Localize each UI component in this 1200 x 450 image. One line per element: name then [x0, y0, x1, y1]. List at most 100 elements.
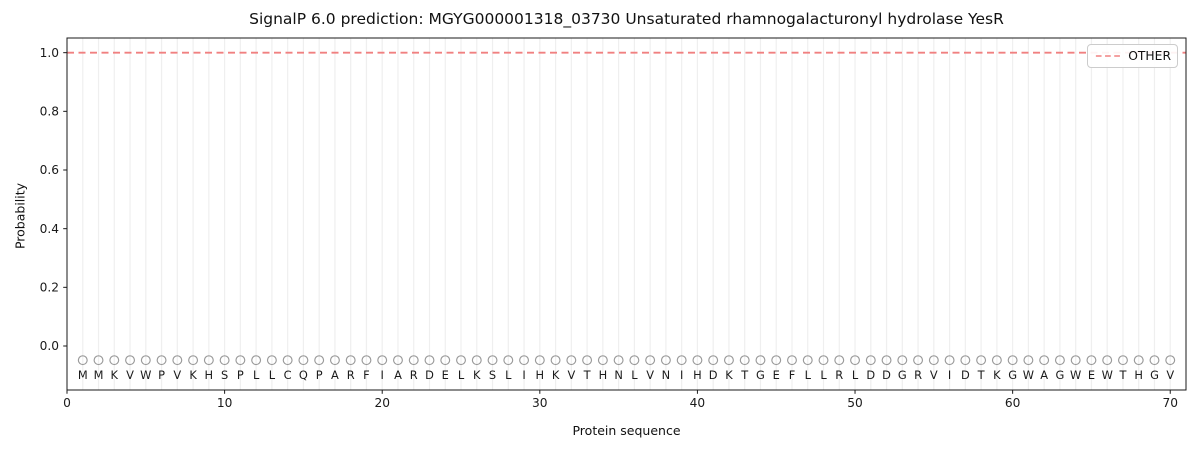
y-tick-label: 0.2: [40, 281, 59, 295]
plot-spines: [66, 37, 1187, 391]
residue-marker: [771, 355, 782, 366]
residue-marker: [613, 355, 624, 366]
residue-letter: L: [631, 368, 638, 382]
residue-letter: L: [820, 368, 827, 382]
residue-letter: G: [898, 368, 907, 382]
residue-letter: L: [458, 368, 465, 382]
residue-marker: [219, 355, 230, 366]
residue-letter: K: [552, 368, 560, 382]
residue-letter: K: [993, 368, 1001, 382]
residue-marker: [125, 355, 136, 366]
residue-letter: A: [1040, 368, 1048, 382]
residue-letter: H: [693, 368, 702, 382]
residue-letter: E: [773, 368, 780, 382]
residue-marker: [282, 355, 293, 366]
x-tick-label: 50: [847, 396, 863, 410]
residue-letter: K: [725, 368, 733, 382]
residue-marker: [534, 355, 545, 366]
residue-letter: R: [410, 368, 418, 382]
residue-marker: [77, 355, 88, 366]
residue-marker: [1117, 355, 1128, 366]
residue-marker: [960, 355, 971, 366]
residue-letter: I: [680, 368, 683, 382]
residue-letter: A: [394, 368, 402, 382]
residue-marker: [203, 355, 214, 366]
y-tick-label: 0.0: [40, 339, 59, 353]
residue-marker: [345, 355, 356, 366]
residue-marker: [408, 355, 419, 366]
residue-marker: [676, 355, 687, 366]
residue-marker: [251, 355, 262, 366]
residue-letter: K: [111, 368, 119, 382]
residue-marker: [314, 355, 325, 366]
residue-letter: N: [614, 368, 623, 382]
residue-marker: [361, 355, 372, 366]
residue-marker: [519, 355, 530, 366]
residue-letter: T: [740, 368, 748, 382]
residue-marker: [991, 355, 1002, 366]
residue-marker: [1149, 355, 1160, 366]
residue-letter: G: [1150, 368, 1159, 382]
residue-marker: [140, 355, 151, 366]
residue-marker: [660, 355, 671, 366]
residue-letter: V: [567, 368, 575, 382]
residue-letter: V: [1166, 368, 1174, 382]
residue-letter: C: [284, 368, 292, 382]
residue-marker: [487, 355, 498, 366]
residue-letter: L: [805, 368, 812, 382]
residue-letter: A: [331, 368, 339, 382]
residue-marker: [298, 355, 309, 366]
legend-dashed-line-icon: [1095, 55, 1121, 57]
residue-letter: T: [977, 368, 985, 382]
residue-letter: W: [1102, 368, 1113, 382]
residue-marker: [172, 355, 183, 366]
residue-marker: [1133, 355, 1144, 366]
y-tick-label: 0.4: [40, 222, 60, 236]
legend-entry-label: OTHER: [1128, 49, 1171, 63]
residue-marker: [723, 355, 734, 366]
residue-marker: [897, 355, 908, 366]
residue-letter: W: [1070, 368, 1081, 382]
residue-letter: D: [709, 368, 718, 382]
residue-letter: Q: [299, 368, 308, 382]
residue-marker: [708, 355, 719, 366]
y-tick-label: 0.8: [40, 105, 59, 119]
residue-letter: H: [205, 368, 214, 382]
legend: OTHER: [1087, 44, 1178, 68]
residue-marker: [755, 355, 766, 366]
residue-marker: [976, 355, 987, 366]
residue-letter: D: [425, 368, 434, 382]
residue-letter: H: [536, 368, 545, 382]
residue-letter: L: [852, 368, 859, 382]
residue-marker: [1007, 355, 1018, 366]
residue-letter: S: [221, 368, 228, 382]
residue-letter: M: [94, 368, 104, 382]
residue-marker: [235, 355, 246, 366]
residue-marker: [566, 355, 577, 366]
residue-letter: P: [158, 368, 165, 382]
residue-letter: K: [473, 368, 481, 382]
residue-marker: [834, 355, 845, 366]
residue-letter: D: [882, 368, 891, 382]
residue-letter: R: [835, 368, 843, 382]
residue-marker: [266, 355, 277, 366]
residue-letter: P: [237, 368, 244, 382]
residue-marker: [424, 355, 435, 366]
residue-marker: [1165, 355, 1176, 366]
residue-letter: T: [1118, 368, 1126, 382]
residue-letter: G: [1008, 368, 1017, 382]
residue-marker: [818, 355, 829, 366]
residue-letter: W: [140, 368, 151, 382]
residue-letter: M: [78, 368, 88, 382]
residue-marker: [629, 355, 640, 366]
residue-letter: R: [347, 368, 355, 382]
residue-marker: [377, 355, 388, 366]
x-tick-label: 40: [690, 396, 706, 410]
residue-letter: V: [930, 368, 938, 382]
residue-marker: [503, 355, 514, 366]
residue-marker: [1023, 355, 1034, 366]
x-tick-label: 30: [532, 396, 548, 410]
residue-letter: H: [1134, 368, 1143, 382]
